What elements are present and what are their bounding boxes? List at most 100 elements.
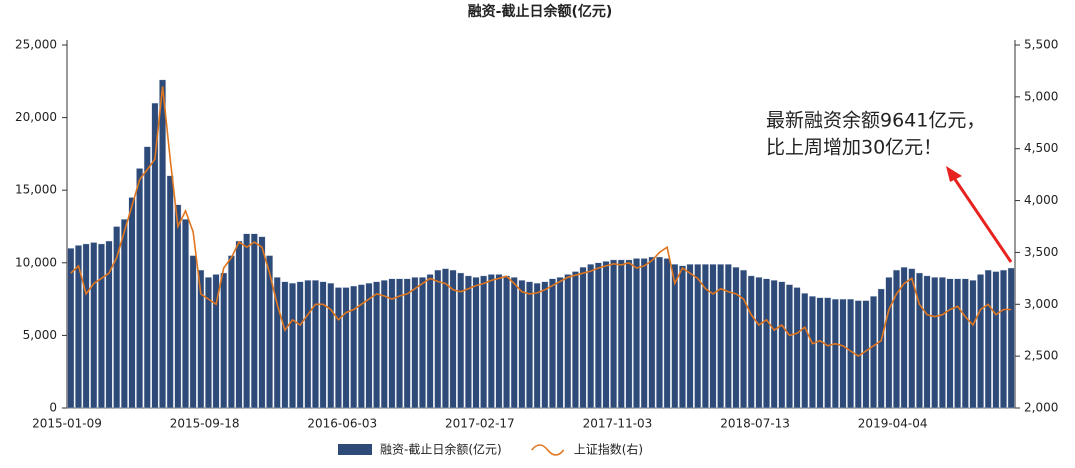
bar (564, 274, 572, 409)
y2-tick-label: 4,500 (1024, 141, 1058, 155)
bar (831, 298, 839, 409)
bar (403, 278, 411, 409)
legend-label: 融资-截止日余额(亿元) (380, 442, 502, 457)
annotation: 最新融资余额9641亿元， (766, 110, 985, 132)
bar (304, 280, 312, 409)
bar (870, 295, 877, 409)
bar (342, 287, 350, 409)
bar (923, 275, 931, 409)
bar (969, 280, 977, 409)
bar (740, 269, 748, 409)
y2-tick-label: 2,500 (1024, 349, 1058, 363)
bar (533, 282, 541, 409)
bar (220, 272, 228, 409)
bar (617, 259, 625, 409)
bar (571, 271, 579, 409)
x-tick-label: 2017-11-03 (583, 417, 653, 431)
bar (143, 146, 151, 409)
bar (189, 255, 197, 409)
bar (526, 281, 533, 409)
bar (587, 264, 595, 409)
bar (755, 277, 763, 409)
y-tick-label: 10,000 (15, 255, 57, 269)
y2-tick-label: 4,000 (1024, 193, 1058, 207)
x-tick-label: 2015-01-09 (32, 417, 102, 431)
bar (281, 281, 289, 409)
bar (373, 281, 381, 409)
bar (258, 236, 266, 409)
bar (90, 242, 98, 409)
bar (250, 233, 258, 409)
bar (602, 261, 610, 409)
bar (312, 280, 319, 409)
arrow-head (946, 166, 962, 182)
bar (449, 269, 457, 409)
bar (763, 278, 770, 409)
bar (610, 259, 618, 409)
bar (82, 243, 90, 409)
bar (67, 248, 75, 409)
bar (75, 245, 82, 409)
bar (885, 277, 893, 409)
y2-tick-label: 3,500 (1024, 245, 1058, 259)
bar (442, 268, 449, 409)
bar (808, 295, 816, 409)
bar (579, 266, 587, 409)
bar (296, 281, 304, 409)
chart-title: 融资-截止日余额(亿元) (468, 3, 613, 20)
y-tick-label: 20,000 (15, 110, 57, 124)
y2-tick-label: 2,000 (1024, 401, 1058, 415)
y2-tick-label: 3,000 (1024, 297, 1058, 311)
y-tick-label: 0 (49, 401, 57, 415)
y2-tick-label: 5,500 (1024, 38, 1058, 52)
legend-swatch (531, 444, 565, 456)
bar (954, 278, 962, 409)
bar (235, 240, 243, 409)
bar (961, 278, 969, 409)
bar (197, 269, 205, 409)
bar (174, 204, 182, 409)
bar (648, 256, 656, 409)
annotation-arrow (948, 171, 1013, 263)
bar (510, 277, 518, 409)
bar (243, 233, 251, 409)
bar (877, 288, 885, 409)
bar (908, 268, 916, 409)
bar (113, 226, 121, 409)
bar (701, 264, 709, 409)
bar (319, 281, 327, 409)
bar (182, 219, 189, 409)
bar (227, 255, 235, 409)
bar (434, 269, 442, 409)
x-tick-label: 2019-04-04 (858, 417, 928, 431)
bar (166, 175, 174, 409)
bar (946, 278, 954, 409)
bar (549, 278, 556, 409)
bar (472, 277, 480, 409)
bar (120, 219, 128, 409)
bar (931, 277, 939, 409)
line (70, 86, 1012, 358)
bar (518, 280, 526, 409)
bar (793, 287, 801, 409)
bar (778, 281, 786, 409)
bar (151, 102, 159, 409)
y-tick-label: 5,000 (23, 328, 57, 342)
bar (839, 298, 847, 409)
bar (388, 278, 396, 409)
bar (770, 280, 778, 409)
bar (679, 265, 686, 409)
bar (205, 277, 212, 409)
x-tick-label: 2018-07-13 (720, 417, 790, 431)
bar (97, 243, 105, 409)
bar (411, 277, 419, 409)
bar (900, 266, 908, 409)
bar (694, 264, 702, 409)
bar (747, 275, 755, 409)
bar (977, 274, 985, 409)
bar (1000, 269, 1007, 409)
bar (656, 256, 663, 409)
bar (495, 274, 503, 409)
bar (709, 264, 717, 409)
bar (128, 197, 136, 409)
